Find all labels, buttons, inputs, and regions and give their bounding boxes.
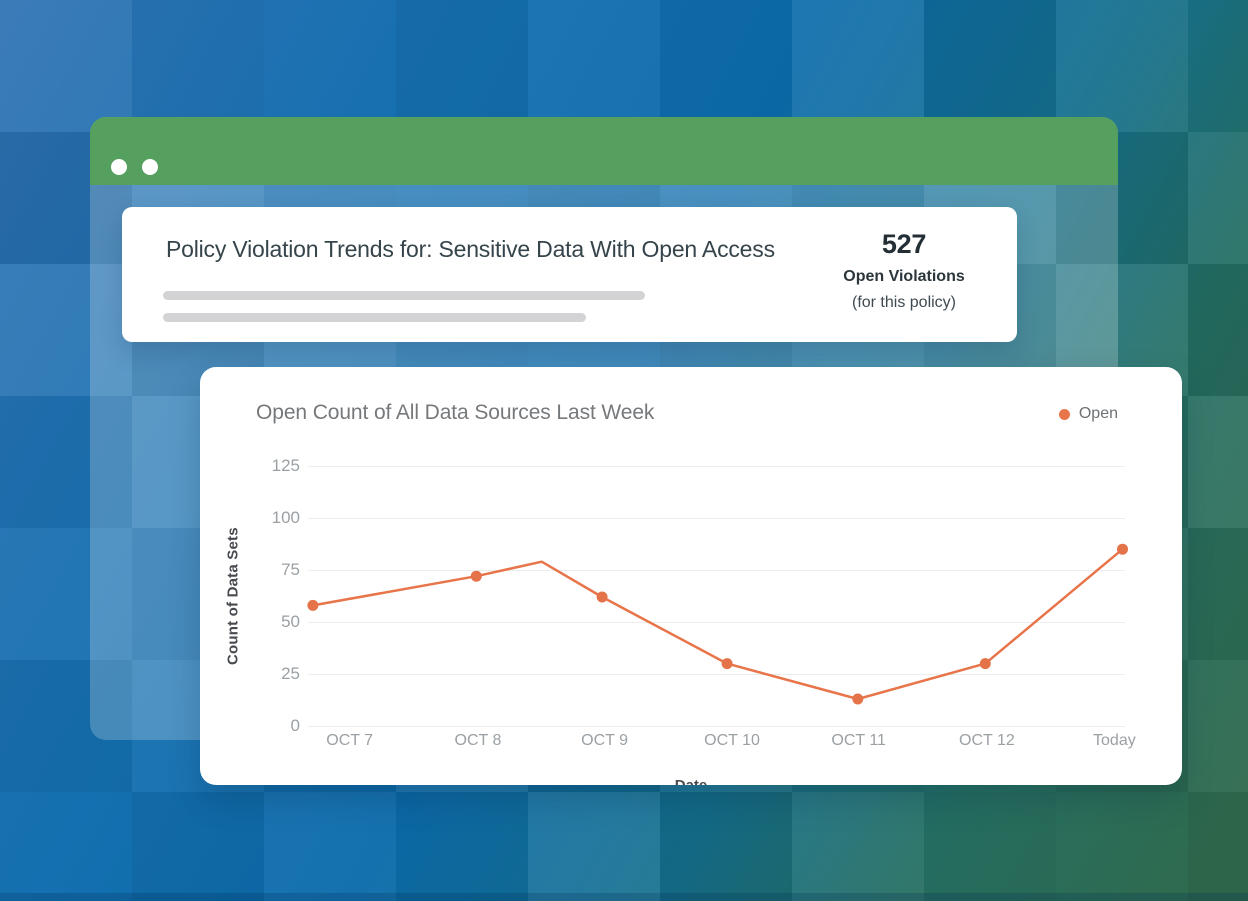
stat-sublabel: (for this policy)	[851, 294, 957, 311]
data-point-marker	[721, 658, 733, 670]
policy-card-left: Policy Violation Trends for: Sensitive D…	[122, 207, 809, 342]
mosaic-tile	[0, 792, 132, 901]
gridline	[308, 674, 1125, 675]
y-tick-label: 100	[271, 508, 300, 527]
placeholder-bar	[163, 313, 586, 322]
chart-title: Open Count of All Data Sources Last Week	[256, 401, 655, 424]
stat-label: Open Violations	[843, 268, 965, 285]
line-series-open	[307, 543, 1128, 705]
mosaic-tile	[1188, 132, 1248, 264]
mosaic-tile	[264, 792, 396, 901]
stat-value: 527	[881, 229, 927, 259]
mosaic-tile	[0, 264, 132, 396]
mosaic-tile	[792, 0, 924, 132]
data-point-marker	[596, 591, 608, 603]
mosaic-tile	[924, 792, 1056, 901]
legend-dot-icon	[1058, 408, 1070, 420]
gridline	[308, 466, 1125, 467]
gridline	[308, 518, 1125, 519]
mosaic-tile	[132, 792, 264, 901]
x-axis-title: Date	[200, 777, 1182, 785]
x-axis-labels: OCT 7 OCT 8 OCT 9 OCT 10 OCT 11 OCT 12 Today	[308, 732, 1135, 752]
x-tick-label: OCT 9	[581, 732, 628, 749]
data-point-marker	[852, 693, 864, 705]
mosaic-tile	[1188, 528, 1248, 660]
y-tick-label: 25	[281, 664, 300, 683]
window-titlebar	[90, 117, 1118, 185]
window-control-dot[interactable]	[142, 159, 158, 175]
plot-area: 125 100 75 50 25 0	[272, 456, 1128, 735]
mosaic-tile	[660, 792, 792, 901]
mosaic-tile	[1188, 792, 1248, 901]
data-point-marker	[1117, 543, 1128, 555]
x-tick-label: OCT 8	[454, 732, 502, 749]
mosaic-tile	[792, 792, 924, 901]
mosaic-tile	[1056, 0, 1188, 132]
policy-card-title: Policy Violation Trends for: Sensitive D…	[166, 236, 775, 262]
y-tick-label: 75	[281, 560, 300, 579]
mosaic-tile	[0, 0, 132, 132]
x-tick-label: OCT 7	[326, 732, 374, 749]
bottom-edge-strip	[0, 893, 1248, 901]
mosaic-tile	[1188, 660, 1248, 792]
window-control-dot[interactable]	[111, 159, 127, 175]
x-tick-label: OCT 10	[704, 732, 760, 749]
mosaic-tile	[0, 660, 132, 792]
policy-violation-card: Policy Violation Trends for: Sensitive D…	[122, 207, 1017, 342]
mosaic-tile	[396, 0, 528, 132]
data-point-marker	[979, 658, 991, 670]
gridline	[308, 570, 1125, 571]
data-point-marker	[470, 570, 482, 582]
mosaic-tile	[132, 0, 264, 132]
mosaic-tile	[264, 0, 396, 132]
y-tick-label: 125	[271, 456, 300, 475]
open-violations-stat: 527 Open Violations (for this policy)	[809, 207, 1017, 342]
placeholder-bar	[163, 291, 645, 300]
x-tick-label: OCT 11	[831, 732, 886, 749]
mosaic-tile	[0, 396, 132, 528]
data-point-marker	[307, 599, 319, 611]
legend-label: Open	[1078, 405, 1118, 422]
mosaic-tile	[528, 792, 660, 901]
gridline	[308, 726, 1125, 727]
x-tick-label: Today	[1093, 732, 1136, 749]
y-tick-label: 50	[281, 612, 300, 631]
mosaic-tile	[396, 792, 528, 901]
mosaic-tile	[1188, 264, 1248, 396]
chart-card: Open Count of All Data Sources Last Week…	[200, 367, 1182, 785]
mosaic-tile	[1188, 0, 1248, 132]
y-tick-label: 0	[290, 716, 300, 735]
chart-legend[interactable]: Open	[1058, 405, 1118, 423]
mosaic-tile	[0, 528, 132, 660]
mosaic-tile	[1056, 792, 1188, 901]
mosaic-tile	[1188, 396, 1248, 528]
mosaic-tile	[660, 0, 792, 132]
gridline	[308, 622, 1125, 623]
mosaic-tile	[528, 0, 660, 132]
y-axis-title: Count of Data Sets	[224, 527, 242, 665]
mosaic-tile	[924, 0, 1056, 132]
x-tick-label: OCT 12	[959, 732, 1015, 749]
